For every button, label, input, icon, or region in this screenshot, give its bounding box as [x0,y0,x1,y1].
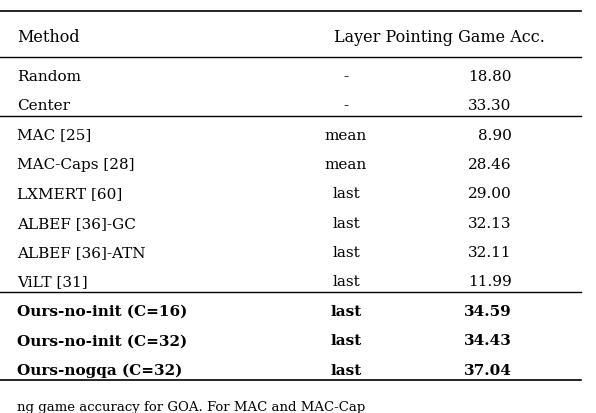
Text: ALBEF [36]-GC: ALBEF [36]-GC [17,216,136,230]
Text: ALBEF [36]-ATN: ALBEF [36]-ATN [17,245,146,259]
Text: Center: Center [17,99,70,113]
Text: ViLT [31]: ViLT [31] [17,275,88,289]
Text: last: last [332,245,360,259]
Text: last: last [330,363,362,377]
Text: MAC-Caps [28]: MAC-Caps [28] [17,158,135,171]
Text: -: - [343,99,349,113]
Text: Method: Method [17,28,80,45]
Text: 33.30: 33.30 [468,99,511,113]
Text: MAC [25]: MAC [25] [17,128,92,142]
Text: mean: mean [325,128,367,142]
Text: 29.00: 29.00 [468,187,511,201]
Text: last: last [332,216,360,230]
Text: Layer Pointing Game Acc.: Layer Pointing Game Acc. [334,28,545,45]
Text: 34.43: 34.43 [464,333,511,347]
Text: LXMERT [60]: LXMERT [60] [17,187,123,201]
Text: 28.46: 28.46 [468,158,511,171]
Text: Ours-no-init (C=16): Ours-no-init (C=16) [17,304,188,318]
Text: last: last [330,304,362,318]
Text: Ours-nogqa (C=32): Ours-nogqa (C=32) [17,363,183,377]
Text: mean: mean [325,158,367,171]
Text: Ours-no-init (C=32): Ours-no-init (C=32) [17,333,188,347]
Text: 37.04: 37.04 [464,363,511,377]
Text: 34.59: 34.59 [464,304,511,318]
Text: ng game accuracy for GOA. For MAC and MAC-Cap: ng game accuracy for GOA. For MAC and MA… [17,400,366,413]
Text: last: last [330,333,362,347]
Text: Random: Random [17,70,82,84]
Text: last: last [332,187,360,201]
Text: last: last [332,275,360,289]
Text: 32.13: 32.13 [468,216,511,230]
Text: 11.99: 11.99 [468,275,511,289]
Text: 32.11: 32.11 [468,245,511,259]
Text: 18.80: 18.80 [468,70,511,84]
Text: 8.90: 8.90 [478,128,511,142]
Text: -: - [343,70,349,84]
